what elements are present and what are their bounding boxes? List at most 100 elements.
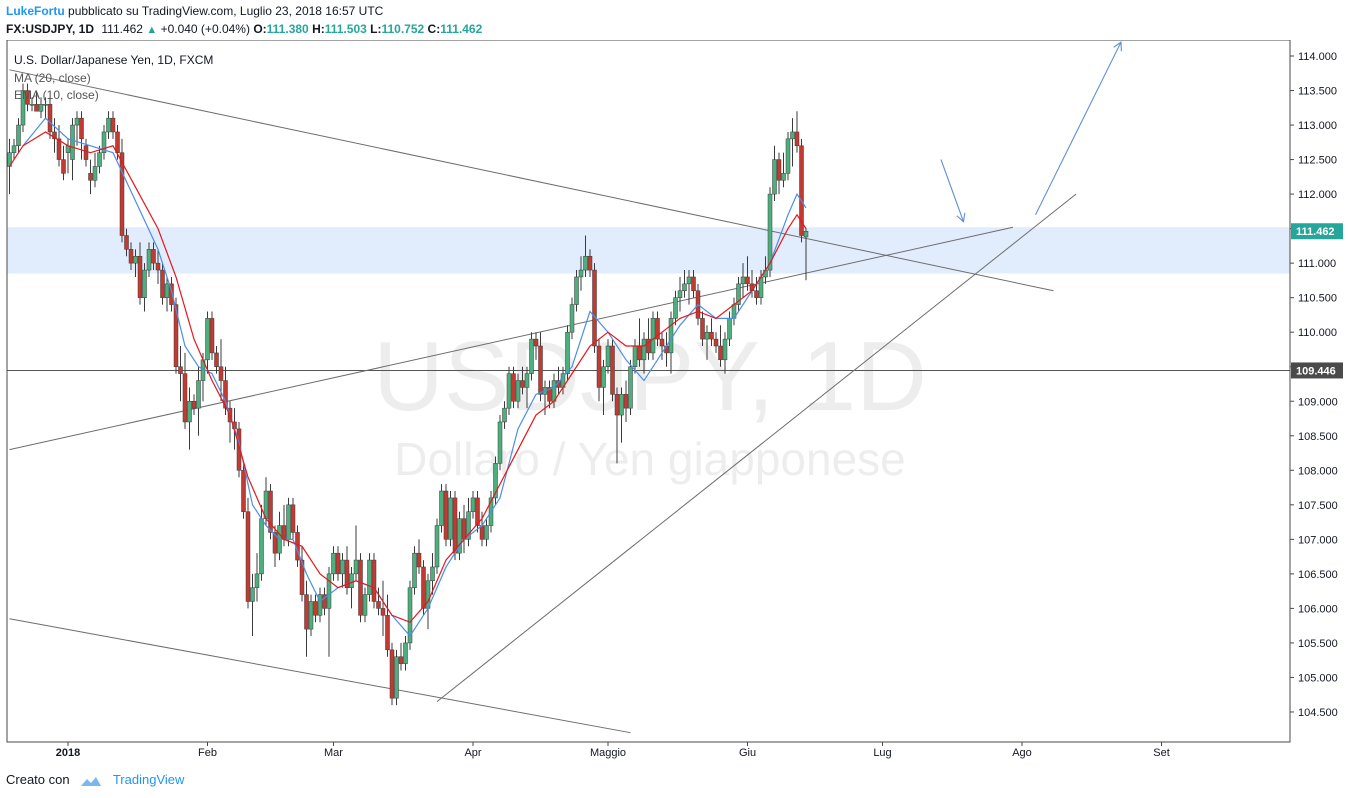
candle[interactable] [677,276,683,312]
candle[interactable] [56,125,62,167]
candle[interactable] [794,111,800,153]
candle[interactable] [371,553,377,609]
candle[interactable] [475,491,480,533]
candle[interactable] [682,270,687,298]
candle[interactable] [533,332,539,360]
candle[interactable] [790,118,795,167]
candle[interactable] [272,525,278,567]
candle[interactable] [124,228,129,257]
candle[interactable] [583,235,588,277]
candle[interactable] [781,152,786,188]
candle[interactable] [659,332,665,360]
candle[interactable] [164,276,170,312]
candle[interactable] [353,525,359,581]
legend-ma[interactable]: MA (20, close) [14,71,91,85]
candle[interactable] [241,463,246,519]
candle[interactable] [110,111,116,139]
projection-arrow[interactable] [1035,41,1122,216]
candle[interactable] [461,504,467,554]
candle[interactable] [11,138,17,160]
candle[interactable] [380,580,386,637]
candle[interactable] [412,546,417,595]
legend-ema[interactable]: EMA (10, close) [14,88,99,102]
candle[interactable] [515,373,521,409]
candle[interactable] [538,332,543,402]
candle[interactable] [106,111,111,139]
candle[interactable] [344,546,350,595]
candle[interactable] [88,159,93,195]
candle[interactable] [83,138,89,167]
ema-10-line[interactable] [8,131,807,623]
candle[interactable] [799,138,804,243]
candle[interactable] [704,325,710,360]
candle[interactable] [250,573,255,637]
candle[interactable] [358,553,363,623]
candle[interactable] [119,138,125,243]
candle[interactable] [92,152,98,188]
candle[interactable] [740,263,746,298]
candle[interactable] [430,553,435,595]
candle[interactable] [196,366,201,436]
candle[interactable] [506,366,512,416]
candle[interactable] [254,553,260,602]
candle[interactable] [74,111,80,146]
candle[interactable] [38,97,44,119]
trendline[interactable] [436,193,1077,703]
candle[interactable] [713,332,719,353]
candle[interactable] [803,228,809,281]
candle[interactable] [101,125,107,160]
candle[interactable] [317,587,323,623]
candle[interactable] [65,138,71,174]
candle[interactable] [43,97,48,119]
candle[interactable] [178,346,183,402]
candle[interactable] [605,339,611,374]
candle[interactable] [313,594,318,623]
candle[interactable] [128,242,134,271]
candle[interactable] [7,138,12,195]
candle[interactable] [223,366,228,416]
candle[interactable] [403,636,408,671]
candle[interactable] [434,518,440,574]
candle[interactable] [502,401,507,429]
candle[interactable] [709,318,714,347]
candle[interactable] [484,518,489,547]
trendline[interactable] [9,226,1014,451]
candle[interactable] [385,594,390,657]
candle[interactable] [133,249,138,277]
candle[interactable] [457,511,462,561]
candle[interactable] [290,497,296,540]
candle[interactable] [322,587,327,616]
candle[interactable] [470,491,476,519]
candle[interactable] [299,546,305,602]
candle[interactable] [349,566,354,609]
tradingview-link[interactable]: TradingView [112,772,185,787]
candle[interactable] [655,311,660,347]
candle[interactable] [151,242,156,271]
candle[interactable] [34,90,39,112]
candle[interactable] [619,387,624,443]
candle[interactable] [367,553,372,602]
candle[interactable] [610,339,615,402]
projection-arrow[interactable] [940,159,966,223]
candle[interactable] [304,580,309,657]
candle[interactable] [614,387,620,464]
candle[interactable] [592,263,597,353]
candle[interactable] [718,325,723,367]
candle[interactable] [700,311,705,347]
candle[interactable] [191,394,197,416]
candle[interactable] [389,642,395,706]
candle[interactable] [52,118,57,153]
candle[interactable] [376,587,381,616]
candle[interactable] [673,290,678,326]
candle[interactable] [25,83,30,112]
candle[interactable] [650,311,656,360]
candle[interactable] [776,152,782,195]
candle[interactable] [722,332,728,374]
candle[interactable] [772,145,777,202]
candle[interactable] [520,366,525,395]
candle[interactable] [466,497,471,547]
candle[interactable] [745,256,750,291]
candle[interactable] [331,546,336,581]
author-link[interactable]: LukeFortu [6,4,65,18]
candle[interactable] [20,83,26,132]
